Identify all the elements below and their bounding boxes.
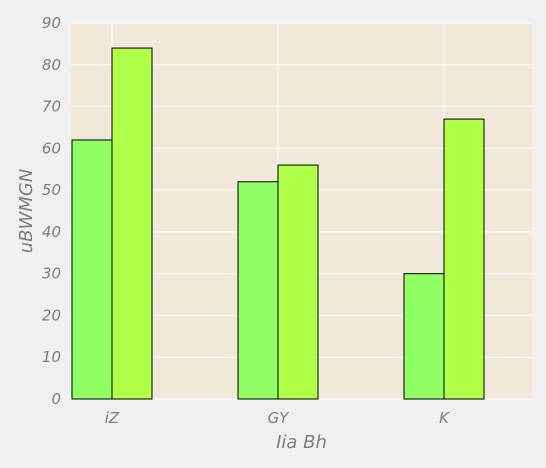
bar	[403, 273, 445, 400]
y-tick-label: 20	[42, 306, 61, 324]
y-tick-label: 60	[42, 139, 61, 157]
x-tick-label: GY	[268, 409, 291, 427]
y-tick-label: 40	[42, 223, 61, 241]
y-tick-label: 30	[42, 265, 61, 283]
bar	[443, 118, 485, 400]
bar	[71, 139, 113, 400]
y-axis-label: uBWMGN	[16, 169, 37, 254]
x-tick-labels: iZ GY K	[105, 409, 450, 427]
y-tick-label: 50	[42, 181, 61, 199]
bar	[237, 181, 279, 400]
y-tick-label: 10	[42, 348, 61, 366]
x-tick-label: iZ	[105, 409, 120, 427]
y-tick-label: 80	[42, 56, 61, 74]
bars	[71, 47, 485, 400]
y-tick-labels: 0 10 20 30 40 50 60 70 80 90	[42, 14, 61, 408]
y-tick-label: 90	[42, 14, 61, 32]
y-tick-label: 70	[42, 98, 61, 116]
bar	[277, 164, 319, 400]
x-axis-label: Iia Bh	[276, 432, 327, 453]
x-tick-label: K	[439, 409, 450, 427]
y-tick-label: 0	[51, 390, 61, 408]
bar	[111, 47, 153, 400]
